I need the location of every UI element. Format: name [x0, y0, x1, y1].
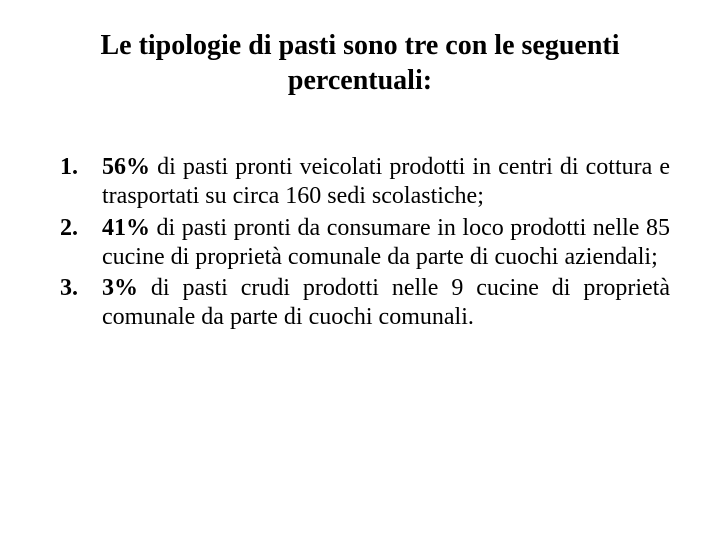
percentage-value: 56% [102, 154, 150, 180]
item-text: di pasti pronti veicolati prodotti in ce… [102, 154, 670, 209]
meal-types-list: 56% di pasti pronti veicolati prodotti i… [50, 153, 670, 333]
list-item: 56% di pasti pronti veicolati prodotti i… [102, 153, 670, 212]
percentage-value: 3% [102, 275, 138, 301]
percentage-value: 41% [102, 215, 150, 241]
item-text: di pasti crudi prodotti nelle 9 cucine d… [102, 275, 670, 330]
slide-title: Le tipologie di pasti sono tre con le se… [70, 28, 650, 98]
list-item: 41% di pasti pronti da consumare in loco… [102, 214, 670, 273]
item-text: di pasti pronti da consumare in loco pro… [102, 215, 670, 270]
list-item: 3% di pasti crudi prodotti nelle 9 cucin… [102, 274, 670, 333]
slide: Le tipologie di pasti sono tre con le se… [0, 0, 720, 540]
